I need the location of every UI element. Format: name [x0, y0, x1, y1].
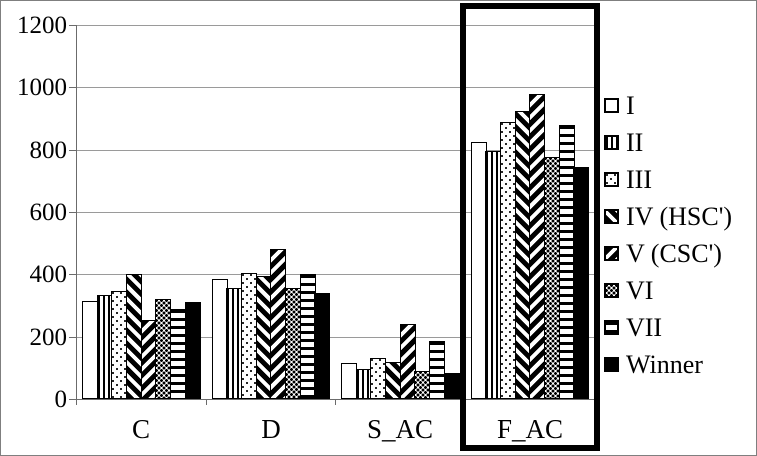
- bar-iv-hsc-s-ac: [385, 362, 401, 399]
- gridline-400: [76, 274, 594, 275]
- bar-ii-f-ac: [485, 151, 501, 399]
- y-axis-label-0: 0: [54, 386, 68, 413]
- bar-v-csc-s-ac: [400, 324, 416, 399]
- x-axis-tick-4: [594, 399, 595, 405]
- bar-ii-d: [226, 288, 242, 399]
- x-axis-label-c: C: [131, 414, 150, 444]
- legend-item-iii: III: [604, 161, 652, 198]
- bar-winner-s-ac: [444, 373, 460, 399]
- legend-item-v-csc: V (CSC'): [604, 235, 722, 272]
- x-axis-tick-1: [206, 399, 207, 405]
- legend-swatch-iii-icon: [604, 172, 619, 187]
- legend-item-vi: VI: [604, 272, 653, 309]
- bar-v-csc-f-ac: [529, 94, 545, 399]
- legend-swatch-vii-icon: [604, 320, 619, 335]
- y-axis-tick-0: [69, 399, 76, 400]
- y-axis-tick-1200: [69, 25, 76, 26]
- bar-vi-s-ac: [414, 371, 430, 399]
- bar-vii-c: [170, 309, 186, 399]
- bar-iii-f-ac: [500, 122, 516, 399]
- legend-label-vii: VII: [626, 312, 663, 342]
- legend-swatch-vi-icon: [604, 283, 619, 298]
- legend-swatch-ii-icon: [604, 135, 619, 150]
- legend-label-v-csc: V (CSC'): [626, 238, 722, 268]
- x-axis-label-f-ac: F_AC: [496, 414, 564, 444]
- legend-label-iv-hsc: IV (HSC'): [626, 201, 733, 231]
- gridline-1000: [76, 87, 594, 88]
- bar-iv-hsc-c: [126, 274, 142, 399]
- y-axis-tick-800: [69, 150, 76, 151]
- legend-item-iv-hsc: IV (HSC'): [604, 198, 732, 235]
- y-axis-label-1000: 1000: [17, 74, 67, 101]
- legend-item-i: I: [604, 87, 635, 124]
- bar-vi-d: [285, 288, 301, 399]
- legend-swatch-winner-icon: [604, 357, 619, 372]
- gridline-200: [76, 337, 594, 338]
- legend-swatch-iv-hsc-icon: [604, 209, 619, 224]
- y-axis-label-800: 800: [29, 137, 68, 164]
- legend-label-i: I: [626, 90, 635, 120]
- y-axis-label-600: 600: [29, 199, 68, 226]
- bar-iii-c: [111, 291, 127, 399]
- y-axis-label-1200: 1200: [17, 12, 67, 39]
- legend-swatch-v-csc-icon: [604, 246, 619, 261]
- y-axis-label-200: 200: [29, 324, 68, 351]
- bar-vi-c: [155, 299, 171, 399]
- bar-iii-d: [241, 273, 257, 399]
- legend-item-ii: II: [604, 124, 643, 161]
- gridline-600: [76, 212, 594, 213]
- y-axis-line: [76, 25, 77, 405]
- y-axis-label-400: 400: [29, 261, 68, 288]
- legend-item-vii: VII: [604, 309, 662, 346]
- bar-vii-s-ac: [429, 341, 445, 399]
- y-axis-tick-200: [69, 337, 76, 338]
- legend-label-ii: II: [626, 127, 644, 157]
- bar-winner-c: [185, 302, 201, 399]
- y-axis-tick-1000: [69, 87, 76, 88]
- gridline-1200: [76, 25, 594, 26]
- bar-winner-f-ac: [573, 167, 589, 399]
- y-axis-tick-400: [69, 274, 76, 275]
- y-axis-tick-600: [69, 212, 76, 213]
- x-axis-label-s-ac: S_AC: [366, 414, 434, 444]
- legend-label-iii: III: [626, 164, 652, 194]
- bar-i-c: [82, 301, 98, 399]
- x-axis-tick-3: [465, 399, 466, 405]
- x-axis-tick-0: [76, 399, 77, 405]
- bar-v-csc-d: [270, 249, 286, 399]
- bar-winner-d: [314, 293, 330, 399]
- bar-iii-s-ac: [370, 358, 386, 399]
- gridline-800: [76, 150, 594, 151]
- bar-i-s-ac: [341, 363, 357, 399]
- legend-label-winner: Winner: [626, 349, 703, 379]
- legend-label-vi: VI: [626, 275, 654, 305]
- x-axis-tick-2: [335, 399, 336, 405]
- legend-swatch-i-icon: [604, 98, 619, 113]
- legend-item-winner: Winner: [604, 346, 703, 383]
- bar-vi-f-ac: [544, 157, 560, 399]
- x-axis-label-d: D: [261, 414, 281, 444]
